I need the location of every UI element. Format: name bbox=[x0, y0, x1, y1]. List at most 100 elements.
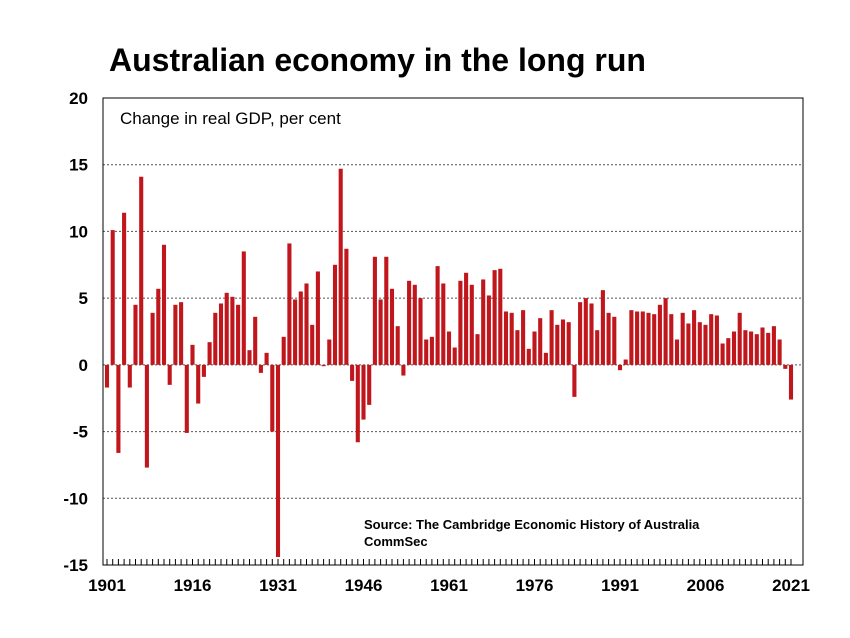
bar bbox=[395, 326, 400, 365]
bar bbox=[686, 323, 691, 365]
bar bbox=[481, 279, 486, 365]
y-tick-label: 10 bbox=[69, 222, 88, 241]
bar bbox=[737, 312, 742, 365]
bar bbox=[332, 264, 338, 365]
y-tick-label: 20 bbox=[69, 89, 88, 108]
bar bbox=[441, 283, 446, 365]
bar bbox=[714, 315, 719, 365]
bar bbox=[566, 322, 571, 365]
bar bbox=[709, 314, 714, 365]
bar bbox=[674, 339, 680, 365]
bar bbox=[275, 364, 281, 557]
bar bbox=[680, 312, 685, 365]
bar bbox=[201, 364, 206, 377]
x-tick-label: 1961 bbox=[430, 576, 468, 595]
bar bbox=[224, 292, 229, 365]
bar bbox=[635, 311, 640, 365]
bar bbox=[749, 331, 754, 365]
bar bbox=[110, 230, 115, 365]
bar bbox=[549, 310, 554, 365]
bar bbox=[315, 271, 320, 365]
bar bbox=[663, 298, 668, 365]
bar bbox=[321, 364, 326, 367]
bar bbox=[435, 266, 440, 365]
x-axis-minor-ticks bbox=[106, 559, 792, 565]
bar bbox=[412, 284, 417, 365]
bar bbox=[754, 334, 759, 365]
y-tick-label: -15 bbox=[63, 556, 88, 575]
bar bbox=[327, 339, 332, 365]
bar bbox=[612, 316, 617, 365]
bar bbox=[207, 342, 212, 365]
bar bbox=[310, 324, 315, 365]
bar bbox=[144, 364, 149, 468]
bar bbox=[190, 344, 195, 365]
x-tick-label: 1901 bbox=[88, 576, 126, 595]
bar bbox=[122, 212, 127, 365]
bar bbox=[355, 364, 360, 443]
bar bbox=[543, 352, 548, 365]
bar bbox=[127, 364, 132, 388]
bar bbox=[270, 364, 275, 432]
bar bbox=[213, 312, 218, 365]
bar bbox=[184, 364, 189, 433]
bar bbox=[264, 352, 269, 365]
bar bbox=[287, 243, 292, 365]
bar bbox=[771, 326, 776, 365]
bar bbox=[424, 339, 429, 365]
bar bbox=[458, 280, 463, 365]
y-axis-labels: -15 -10 -5 0 5 10 15 20 bbox=[63, 89, 88, 575]
bar bbox=[179, 302, 184, 365]
bar bbox=[783, 364, 788, 369]
bar bbox=[560, 319, 566, 365]
bar bbox=[293, 299, 298, 365]
x-axis-labels: 1901 1916 1931 1946 1961 1976 1991 2006 2021 bbox=[88, 576, 810, 595]
bar bbox=[583, 298, 588, 365]
bar bbox=[133, 304, 138, 365]
bar bbox=[469, 284, 474, 365]
bar bbox=[703, 324, 708, 365]
bar bbox=[173, 304, 178, 365]
bar bbox=[150, 312, 155, 365]
bar bbox=[720, 343, 725, 365]
bar bbox=[555, 324, 560, 365]
bar bbox=[503, 311, 509, 365]
x-tick-label: 1991 bbox=[601, 576, 639, 595]
bar bbox=[623, 359, 628, 365]
bar bbox=[766, 332, 771, 365]
bar bbox=[372, 256, 377, 365]
bar bbox=[492, 270, 497, 365]
bar bbox=[640, 311, 645, 365]
bar bbox=[726, 338, 731, 365]
bar bbox=[161, 244, 167, 365]
bar bbox=[452, 347, 457, 365]
bar bbox=[760, 327, 765, 365]
bar bbox=[384, 256, 389, 365]
source-line-1: Source: The Cambridge Economic History o… bbox=[364, 517, 700, 532]
x-tick-label: 1916 bbox=[174, 576, 212, 595]
bar bbox=[298, 291, 303, 365]
bar bbox=[247, 350, 252, 365]
bar bbox=[253, 316, 258, 365]
bar bbox=[418, 298, 423, 365]
bar bbox=[657, 304, 662, 365]
source-line-2: CommSec bbox=[364, 534, 428, 549]
bar bbox=[526, 348, 531, 365]
bar bbox=[361, 364, 366, 420]
y-tick-label: 0 bbox=[79, 356, 88, 375]
bar bbox=[509, 312, 514, 365]
bar bbox=[486, 295, 491, 365]
bar bbox=[515, 330, 520, 365]
bar bbox=[606, 312, 611, 365]
bar bbox=[617, 364, 623, 371]
bar bbox=[236, 304, 241, 365]
x-tick-label: 2021 bbox=[772, 576, 810, 595]
bar bbox=[589, 303, 594, 365]
bar bbox=[475, 334, 480, 365]
bar bbox=[218, 303, 224, 365]
bar bbox=[788, 364, 794, 400]
bar bbox=[258, 364, 263, 373]
bar bbox=[338, 168, 343, 365]
bar bbox=[156, 288, 161, 365]
